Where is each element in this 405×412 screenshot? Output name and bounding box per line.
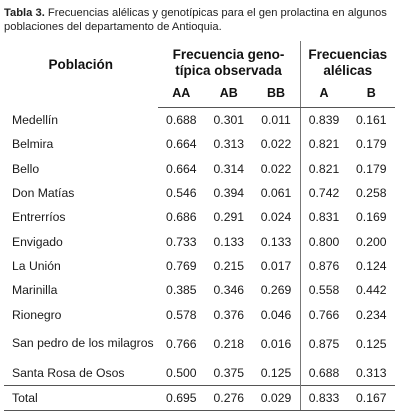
cell-aa: 0.500 [166,365,197,380]
row-name: Rionegro [12,307,62,322]
cell-ab: 0.301 [213,113,245,128]
cell-a: 0.876 [299,253,348,279]
cell-aa: 0.766 [166,336,197,351]
cell-a: 0.831 [299,205,348,230]
cell-bb: 0.011 [261,113,291,128]
cell-a: 0.821 [299,156,348,181]
cell-a: 0.688 [299,360,348,386]
cell-ab: 0.376 [213,307,245,322]
cell-a: 0.558 [299,278,348,303]
row-name: La Unión [12,258,61,273]
table-row: Santa Rosa de Osos 0.500 0.375 0.125 0.6… [4,360,395,386]
cell-aa: 0.686 [166,210,197,225]
cell-bb: 0.125 [260,365,292,380]
cell-b: 0.442 [356,283,387,298]
cell-a: 0.833 [299,384,348,412]
cell-ab: 0.215 [213,258,245,273]
cell-b: 0.313 [356,365,387,380]
table-row: Marinilla 0.385 0.346 0.269 0.558 0.442 [4,278,395,303]
cell-bb: 0.061 [260,186,292,201]
header-col-a: A [299,79,348,108]
cell-b: 0.161 [356,113,387,128]
cell-aa: 0.769 [166,258,197,273]
cell-bb: 0.022 [260,161,292,176]
row-name: Belmira [12,137,54,152]
cell-aa: 0.733 [166,234,197,249]
cell-a: 0.821 [299,132,348,157]
cell-bb: 0.133 [260,234,292,249]
cell-aa: 0.385 [166,283,197,298]
cell-aa: 0.546 [166,186,197,201]
row-name: Don Matías [12,186,75,201]
cell-bb: 0.016 [260,336,292,351]
header-col-b: B [347,79,395,108]
cell-ab: 0.346 [213,283,245,298]
table-row: Rionegro 0.578 0.376 0.046 0.766 0.234 [4,302,395,327]
cell-bb: 0.022 [260,137,292,152]
cell-ab: 0.276 [205,384,253,412]
cell-ab: 0.313 [213,137,245,152]
cell-aa: 0.578 [166,307,197,322]
cell-a: 0.766 [299,302,348,327]
caption-text: Frecuencias alélicas y genotípicas para … [4,7,387,33]
cell-b: 0.179 [356,137,387,152]
row-name: Santa Rosa de Osos [12,365,125,380]
cell-bb: 0.269 [260,283,292,298]
header-col-bb: BB [252,79,301,108]
cell-bb: 0.029 [252,384,301,412]
table-row: Don Matías 0.546 0.394 0.061 0.742 0.258 [4,180,395,206]
cell-b: 0.125 [356,336,387,351]
row-name: Medellín [12,112,59,127]
cell-a: 0.839 [299,107,348,133]
cell-bb: 0.017 [260,258,292,273]
header-allele-frequency: Frecuencias alélicas [299,41,395,79]
cell-aa: 0.664 [166,137,197,152]
cell-ab: 0.314 [213,161,245,176]
row-name: Marinilla [12,283,58,298]
table-row: Envigado 0.733 0.133 0.133 0.800 0.200 [4,229,395,254]
cell-aa: 0.688 [166,113,197,128]
table-row: Bello 0.664 0.314 0.022 0.821 0.179 [4,156,395,181]
table-row: Medellín 0.688 0.301 0.011 0.839 0.161 [4,107,395,133]
header-col-aa: AA [157,79,206,108]
caption-label: Tabla 3. [4,7,45,19]
table-row: Belmira 0.664 0.313 0.022 0.821 0.179 [4,132,395,157]
cell-a: 0.800 [299,229,348,254]
cell-b: 0.200 [356,234,387,249]
table-caption: Tabla 3. Frecuencias alélicas y genotípi… [4,6,400,34]
cell-bb: 0.046 [260,307,292,322]
table-row: La Unión 0.769 0.215 0.017 0.876 0.124 [4,253,395,279]
cell-b: 0.258 [356,186,387,201]
cell-ab: 0.218 [213,336,245,351]
cell-bb: 0.024 [260,210,292,225]
cell-ab: 0.375 [213,365,245,380]
row-name: Envigado [12,234,63,249]
header-col-ab: AB [205,79,253,108]
cell-a: 0.742 [299,180,348,206]
cell-ab: 0.291 [213,210,245,225]
cell-b: 0.167 [347,384,395,412]
row-name: San pedro de los milagros [12,336,154,351]
table-row: San pedro de los milagros 0.766 0.218 0.… [4,326,395,361]
cell-b: 0.179 [356,161,387,176]
cell-a: 0.875 [299,326,348,361]
prolactin-frequency-table: Población Frecuencia geno-típica observa… [4,41,395,412]
cell-aa: 0.695 [157,384,206,412]
table-row: Entrerríos 0.686 0.291 0.024 0.831 0.169 [4,205,395,230]
table-row-total: Total 0.695 0.276 0.029 0.833 0.167 [4,384,395,412]
cell-b: 0.169 [356,210,387,225]
row-name: Entrerríos [12,210,66,225]
header-genotype-frequency: Frecuencia geno-típica observada [172,47,285,78]
cell-ab: 0.394 [213,186,245,201]
cell-b: 0.124 [356,258,387,273]
header-population: Población [48,57,114,72]
cell-b: 0.234 [356,307,387,322]
cell-aa: 0.664 [166,161,197,176]
row-name-total: Total [4,384,158,412]
cell-ab: 0.133 [213,234,245,249]
row-name: Bello [12,161,40,176]
